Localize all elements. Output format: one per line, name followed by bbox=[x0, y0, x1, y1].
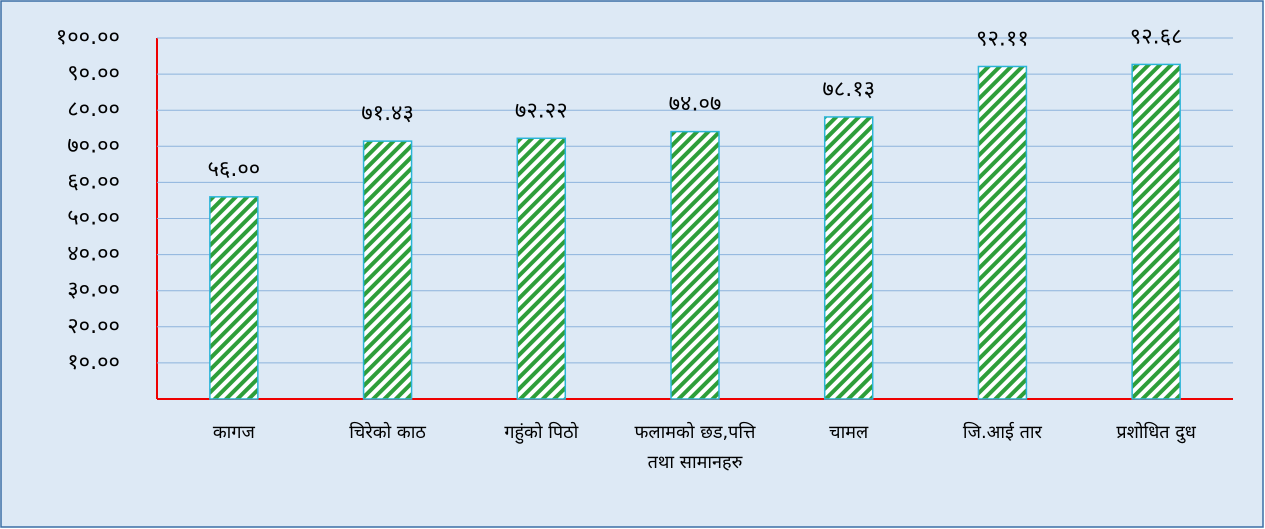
value-label: ७२.२२ bbox=[515, 98, 568, 123]
bar bbox=[209, 196, 259, 400]
bar bbox=[670, 130, 720, 400]
x-tick-label: चामल bbox=[829, 422, 869, 443]
value-label: ७१.४३ bbox=[361, 101, 414, 126]
x-tick-label: कागज bbox=[212, 422, 255, 443]
y-tick-label: ९०.०० bbox=[67, 61, 120, 86]
value-label: ९२.६८ bbox=[1130, 24, 1183, 49]
y-tick-label: १००.०० bbox=[56, 25, 120, 50]
value-label: ९२.११ bbox=[976, 26, 1029, 51]
bar bbox=[1131, 63, 1181, 400]
bar bbox=[516, 137, 567, 400]
y-tick-label: ७०.०० bbox=[67, 133, 120, 158]
y-tick-label: ४०.०० bbox=[67, 242, 120, 267]
value-label: ५६.०० bbox=[207, 157, 260, 182]
y-tick-label: २०.०० bbox=[67, 314, 120, 339]
y-tick-label: ३०.०० bbox=[67, 278, 120, 303]
x-tick-label: प्रशोधित दुध bbox=[1116, 422, 1196, 443]
x-tick-label: गहुंको पिठो bbox=[504, 422, 579, 443]
value-label: ७८.१३ bbox=[822, 77, 875, 102]
y-tick-label: ५०.०० bbox=[67, 206, 120, 231]
value-label: ७४.०७ bbox=[669, 92, 722, 117]
bar bbox=[823, 116, 874, 400]
bar bbox=[977, 65, 1028, 400]
x-tick-label: चिरेको काठ bbox=[349, 422, 426, 443]
x-tick-label: जि.आई तार bbox=[962, 422, 1042, 443]
x-tick-label: फलामको छड,पत्ति तथा सामानहरु bbox=[634, 422, 756, 473]
y-tick-label: ६०.०० bbox=[67, 169, 120, 194]
y-tick-label: १०.०० bbox=[67, 350, 120, 375]
bar bbox=[362, 140, 413, 400]
y-tick-label: ८०.०० bbox=[67, 97, 120, 122]
